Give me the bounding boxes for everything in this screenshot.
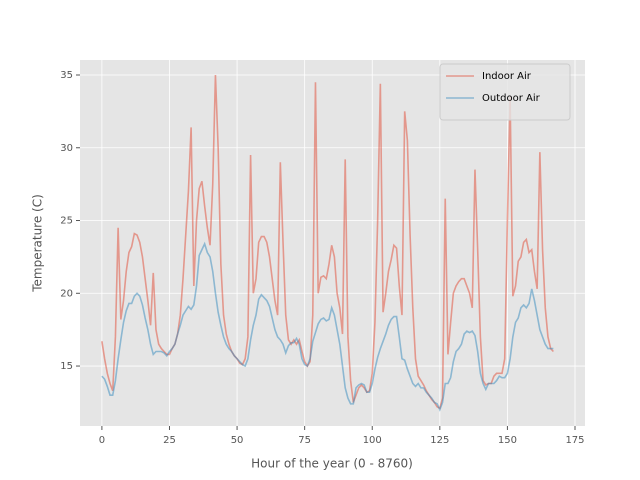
legend-label: Indoor Air [482,71,532,82]
y-tick-label: 30 [60,143,73,154]
legend-box [439,63,571,121]
y-axis-label: Temperature (C) [31,194,45,293]
x-tick-label: 50 [231,435,244,446]
x-tick-label: 25 [163,435,176,446]
y-tick-label: 35 [60,70,73,81]
x-tick-label: 175 [565,435,584,446]
x-tick-label: 150 [498,435,517,446]
x-tick-label: 75 [298,435,311,446]
y-tick-label: 15 [60,361,73,372]
x-axis-label: Hour of the year (0 - 8760) [251,457,413,471]
y-tick-label: 25 [60,216,73,227]
x-tick-label: 125 [430,435,449,446]
legend-label: Outdoor Air [482,93,541,104]
y-tick-label: 20 [60,288,73,299]
x-tick-label: 0 [99,435,105,446]
x-tick-label: 100 [363,435,382,446]
plot-area [80,60,585,426]
series-line [101,241,554,412]
